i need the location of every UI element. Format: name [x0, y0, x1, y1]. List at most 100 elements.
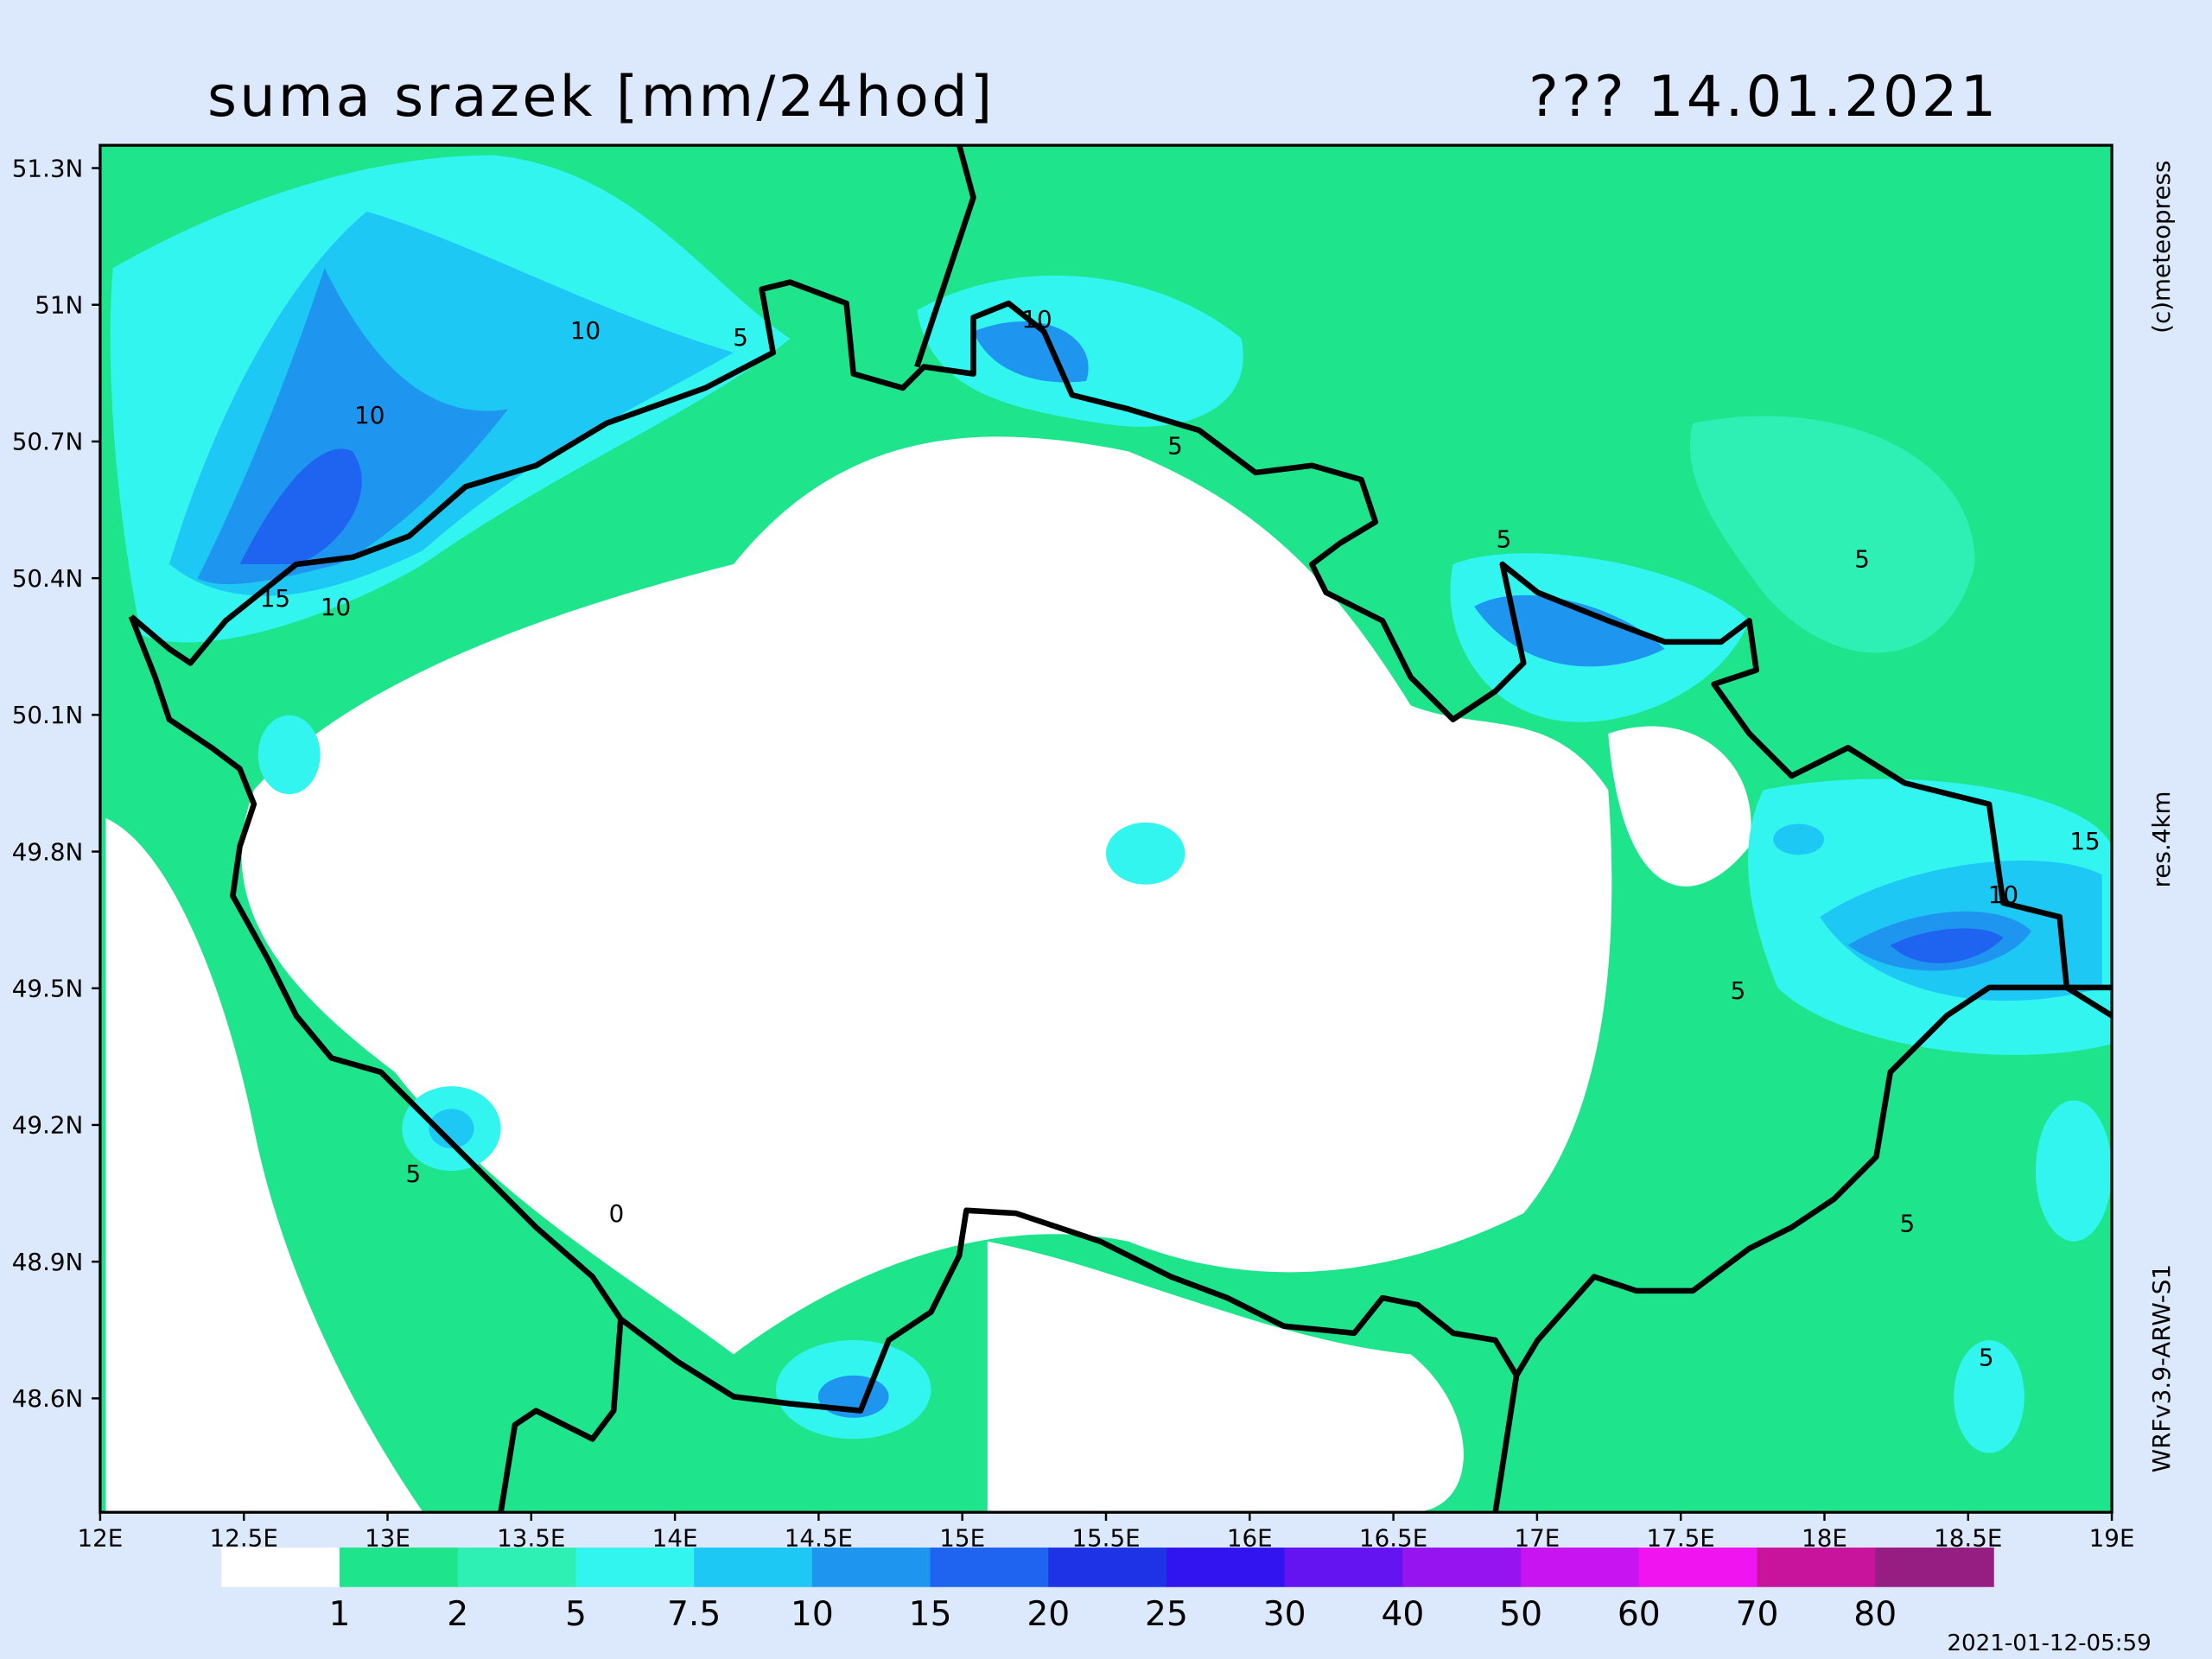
lon-tick-label: 12.5E	[210, 1523, 278, 1552]
border-line	[1492, 1375, 1520, 1513]
contour-label: 15	[260, 584, 290, 613]
colorbar-label: 40	[1381, 1595, 1424, 1634]
precipitation-field	[99, 145, 2113, 1513]
border-line	[128, 615, 2113, 1414]
lon-tick-label: 14E	[652, 1523, 698, 1552]
lon-tick-label: 15E	[939, 1523, 985, 1552]
colorbar: 1 2 5 7.5 10 15 20 25 30 40 50 60 70 80	[221, 1548, 1994, 1634]
colorbar-segment	[457, 1548, 577, 1587]
contour-label: 10	[321, 593, 351, 621]
colorbar-label: 2	[447, 1595, 468, 1634]
colorbar-segment	[694, 1548, 813, 1587]
contour-label: 10	[570, 316, 601, 345]
contour-label: 15	[2069, 827, 2100, 855]
colorbar-label: 30	[1263, 1595, 1306, 1634]
border-line	[129, 279, 2113, 1019]
colorbar-segment	[575, 1548, 695, 1587]
lon-tick-label: 18E	[1802, 1523, 1847, 1552]
border-line	[498, 1319, 624, 1513]
contour-label: 10	[354, 401, 385, 429]
field-area	[1773, 823, 1825, 855]
contour-label: 5	[1854, 544, 1870, 573]
field-area	[1890, 928, 2004, 963]
border-line	[914, 145, 976, 368]
contour-label: 0	[609, 1199, 625, 1228]
contour-label: 5	[406, 1160, 422, 1188]
lon-tick-label: 17E	[1514, 1523, 1560, 1552]
colorbar-segment	[811, 1548, 931, 1587]
colorbar-segment	[221, 1548, 340, 1587]
timestamp: 2021-01-12-05:59	[1947, 1630, 2151, 1656]
field-area	[257, 715, 321, 795]
copyright: (c)meteopress	[2147, 161, 2176, 334]
lon-tick-label: 19E	[2089, 1523, 2135, 1552]
field-area	[1608, 726, 1751, 887]
lon-tick-label: 14.5E	[785, 1523, 853, 1552]
colorbar-label: 7.5	[667, 1595, 721, 1634]
field-area	[1106, 822, 1185, 885]
colorbar-label: 15	[909, 1595, 952, 1634]
colorbar-segment	[340, 1548, 459, 1587]
lon-tick-label: 12E	[77, 1523, 123, 1552]
colorbar-label: 1	[329, 1595, 351, 1634]
contour-label: 5	[733, 323, 748, 352]
colorbar-segment	[1521, 1548, 1640, 1587]
field-area	[429, 1109, 474, 1148]
lat-tick-label: 49.8N	[12, 837, 84, 866]
map-title: suma srazek [mm/24hod]	[207, 64, 995, 130]
field-area	[239, 448, 362, 565]
colorbar-label: 5	[565, 1595, 587, 1634]
contour-label: 5	[1979, 1343, 1994, 1371]
colorbar-label: 10	[791, 1595, 834, 1634]
colorbar-segment	[1875, 1548, 1994, 1587]
lon-tick-label: 13E	[365, 1523, 410, 1552]
lon-tick-label: 17.5E	[1647, 1523, 1715, 1552]
resolution: res.4km	[2147, 791, 2176, 887]
axes: 51.3N 51N 50.7N 50.4N 50.1N 49.8N 49.5N 49.2N 48…	[12, 154, 2135, 1552]
lat-tick-label: 51N	[35, 291, 83, 320]
lat-tick-label: 48.6N	[12, 1384, 84, 1413]
colorbar-segment	[1402, 1548, 1522, 1587]
lon-tick-label: 16E	[1227, 1523, 1273, 1552]
field-area	[1689, 416, 1975, 653]
lon-tick-label: 15.5E	[1071, 1523, 1140, 1552]
field-area	[1954, 1340, 2024, 1453]
contour-label: 5	[1731, 976, 1746, 1005]
colorbar-label: 20	[1027, 1595, 1070, 1634]
contour-labels: 10 5 10 15 10 10 5 5 5 15 10 5 5 0 5 5	[260, 305, 2101, 1372]
colorbar-segment	[1757, 1548, 1877, 1587]
field-area	[987, 1241, 1464, 1513]
colorbar-label: 25	[1145, 1595, 1188, 1634]
colorbar-segment	[1166, 1548, 1286, 1587]
lat-tick-label: 49.5N	[12, 975, 84, 1003]
borders	[128, 145, 2113, 1513]
lat-tick-label: 50.4N	[12, 564, 84, 593]
lat-tick-label: 50.1N	[12, 701, 84, 729]
contour-label: 10	[1021, 305, 1052, 334]
contour-label: 5	[1497, 524, 1512, 553]
contour-label: 5	[1900, 1209, 1916, 1237]
colorbar-label: 50	[1499, 1595, 1542, 1634]
colorbar-label: 70	[1736, 1595, 1779, 1634]
lat-tick-label: 51.3N	[12, 154, 84, 182]
lon-tick-label: 13.5E	[497, 1523, 565, 1552]
colorbar-segment	[1048, 1548, 1167, 1587]
model-name: WRFv3.9-ARW-S1	[2147, 1264, 2176, 1472]
field-area	[241, 436, 1612, 1355]
colorbar-segment	[1638, 1548, 1758, 1587]
lon-tick-label: 16.5E	[1359, 1523, 1427, 1552]
colorbar-label: 60	[1618, 1595, 1661, 1634]
colorbar-label: 80	[1853, 1595, 1897, 1634]
field-area	[105, 817, 423, 1513]
colorbar-segment	[1284, 1548, 1404, 1587]
colorbar-segment	[930, 1548, 1050, 1587]
field-area	[2035, 1100, 2113, 1242]
lat-tick-label: 48.9N	[12, 1248, 84, 1276]
contour-label: 10	[1988, 880, 2018, 909]
contour-label: 5	[1167, 432, 1183, 461]
date-label: ??? 14.01.2021	[1529, 64, 1999, 130]
lon-tick-label: 18.5E	[1934, 1523, 2002, 1552]
lat-tick-label: 49.2N	[12, 1111, 84, 1140]
